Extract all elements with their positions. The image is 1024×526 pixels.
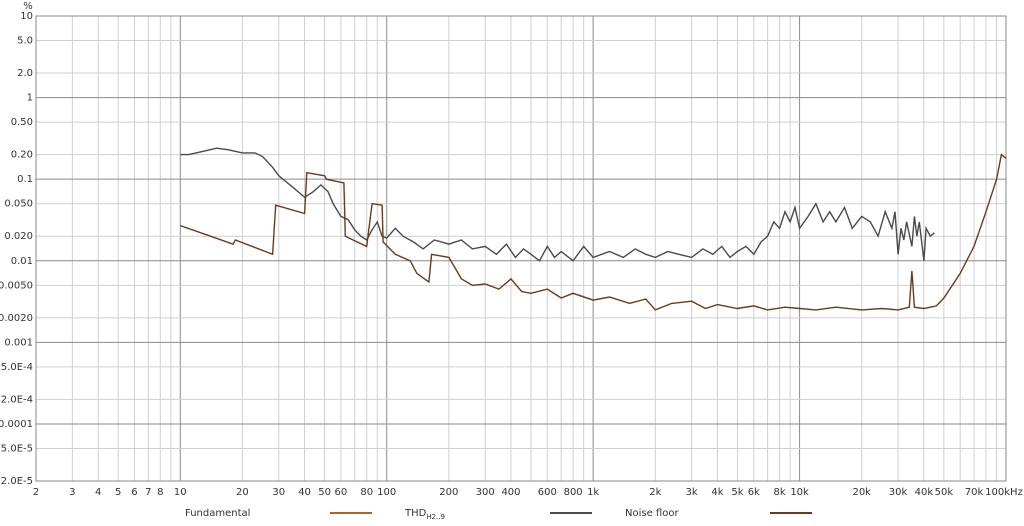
legend-label: THDH2..9 (404, 508, 445, 521)
x-tick-label: 60 (335, 487, 348, 498)
y-tick-label: 5.0E-4 (1, 362, 33, 373)
x-tick-label: 10k (790, 487, 809, 498)
x-tick-label: 5 (115, 487, 121, 498)
y-tick-label: 5.0E-5 (1, 444, 33, 455)
x-tick-label: 5k (731, 487, 743, 498)
x-tick-label: 40 (298, 487, 311, 498)
legend-name: THD (404, 508, 427, 519)
y-tick-label: 0.0050 (0, 280, 33, 291)
x-tick-label: 70k (965, 487, 984, 498)
x-tick-label: 6k (748, 487, 760, 498)
x-tick-label: 3k (686, 487, 698, 498)
legend-label: Noise floor (625, 508, 679, 519)
x-tick-label: 80 (360, 487, 373, 498)
x-tick-label: 8k (773, 487, 785, 498)
y-tick-label: 0.1 (17, 174, 33, 185)
y-tick-label: 0.01 (11, 256, 33, 267)
x-tick-label: 4 (95, 487, 101, 498)
y-axis-label: % (23, 1, 33, 12)
x-tick-label: 8 (157, 487, 163, 498)
x-tick-label: 4k (711, 487, 723, 498)
x-tick-label: 30k (889, 487, 908, 498)
y-tick-label: 10 (20, 11, 33, 22)
x-tick-label: 300 (476, 487, 495, 498)
x-tick-label: 7 (145, 487, 151, 498)
y-tick-label: 5.0 (17, 36, 33, 47)
plot-frame (35, 15, 1007, 482)
y-tick-label: 1 (27, 93, 33, 104)
x-tick-label: 50k (935, 487, 954, 498)
series-line (180, 147, 935, 262)
legend-label: Fundamental (185, 508, 250, 519)
x-tick-label: 100kHz (985, 487, 1023, 498)
x-tick-label: 600 (538, 487, 557, 498)
legend-name: Fundamental (185, 508, 250, 519)
series-line (180, 153, 1007, 311)
y-tick-label: 2.0 (17, 68, 33, 79)
y-tick-label: 0.0001 (0, 419, 33, 430)
y-tick-label: 2.0E-4 (1, 394, 33, 405)
x-tick-label: 20 (236, 487, 249, 498)
x-tick-label: 20k (852, 487, 871, 498)
x-tick-label: 2k (649, 487, 661, 498)
x-tick-label: 800 (564, 487, 583, 498)
x-tick-label: 3 (69, 487, 75, 498)
y-tick-label: 0.050 (4, 199, 33, 210)
x-tick-label: 100 (377, 487, 396, 498)
x-tick-label: 2 (33, 487, 39, 498)
y-tick-label: 0.50 (11, 117, 33, 128)
y-tick-label: 0.0020 (0, 313, 33, 324)
x-tick-label: 50 (318, 487, 331, 498)
x-tick-label: 30 (272, 487, 285, 498)
y-tick-label: 0.20 (11, 150, 33, 161)
y-tick-label: 0.001 (4, 337, 33, 348)
legend-name: Noise floor (625, 508, 679, 519)
y-tick-label: 2.0E-5 (1, 476, 33, 487)
x-tick-label: 200 (439, 487, 458, 498)
x-tick-label: 1k (587, 487, 599, 498)
x-tick-label: 10 (174, 487, 187, 498)
x-tick-label: 400 (501, 487, 520, 498)
legend-subscript: H2..9 (426, 513, 445, 521)
y-tick-label: 0.020 (4, 231, 33, 242)
x-tick-label: 6 (131, 487, 137, 498)
x-tick-label: 40k (915, 487, 934, 498)
